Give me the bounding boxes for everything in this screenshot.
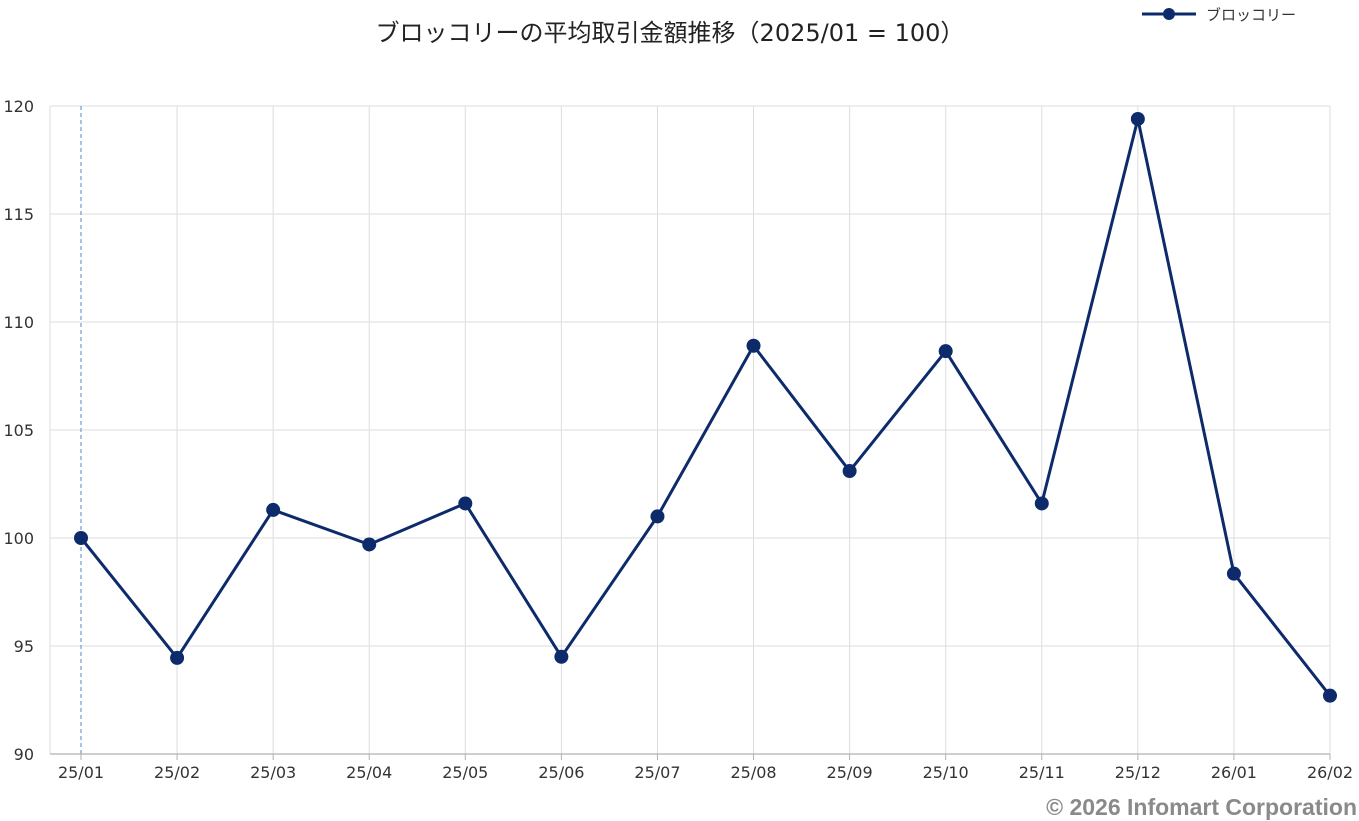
chart-title: ブロッコリーの平均取引金額推移（2025/01 = 100） (376, 19, 965, 47)
x-tick-label: 25/09 (827, 763, 873, 782)
series-line (79, 117, 1332, 697)
x-tick-label: 25/10 (923, 763, 969, 782)
data-point (362, 537, 377, 552)
data-point (1323, 688, 1337, 703)
y-tick-label: 115 (3, 205, 34, 224)
x-tick-label: 25/02 (154, 763, 200, 782)
data-point (74, 531, 88, 545)
data-point (1130, 111, 1145, 126)
y-tick-label: 105 (3, 421, 34, 440)
data-point (1034, 496, 1049, 511)
legend-marker (1163, 8, 1175, 20)
x-tick-label: 25/05 (442, 763, 488, 782)
y-tick-label: 110 (3, 313, 34, 332)
data-point (746, 338, 761, 353)
grid-lines (49, 105, 1331, 754)
data-point (1226, 566, 1241, 581)
x-tick-label: 25/07 (634, 763, 680, 782)
copyright-notice: © 2026 Infomart Corporation (1046, 794, 1357, 820)
y-tick-label: 95 (14, 637, 34, 656)
axes (50, 753, 1331, 760)
data-point (266, 502, 281, 517)
tick-labels: 90 95 100 105 110 115 120 25/01 25/02 25/03 25/04 2… (3, 97, 1353, 782)
x-tick-label: 25/01 (58, 763, 104, 782)
x-tick-label: 25/06 (538, 763, 584, 782)
x-tick-label: 25/12 (1115, 763, 1161, 782)
x-tick-label: 26/01 (1211, 763, 1257, 782)
legend[interactable]: ブロッコリー (1142, 6, 1296, 24)
x-tick-label: 25/04 (346, 763, 392, 782)
x-tick-label: 25/03 (250, 763, 296, 782)
data-point (938, 344, 953, 359)
x-tick-label: 25/11 (1019, 763, 1065, 782)
series-layer (74, 111, 1337, 703)
legend-label: ブロッコリー (1206, 6, 1296, 24)
data-point (650, 509, 665, 524)
x-tick-label: 25/08 (730, 763, 776, 782)
y-tick-label: 100 (3, 529, 34, 548)
data-point (842, 464, 857, 479)
data-point (170, 650, 185, 665)
data-point (554, 649, 569, 664)
y-tick-label: 120 (3, 97, 34, 116)
data-point (458, 496, 473, 511)
x-tick-label: 26/02 (1307, 763, 1353, 782)
y-tick-label: 90 (14, 745, 34, 764)
